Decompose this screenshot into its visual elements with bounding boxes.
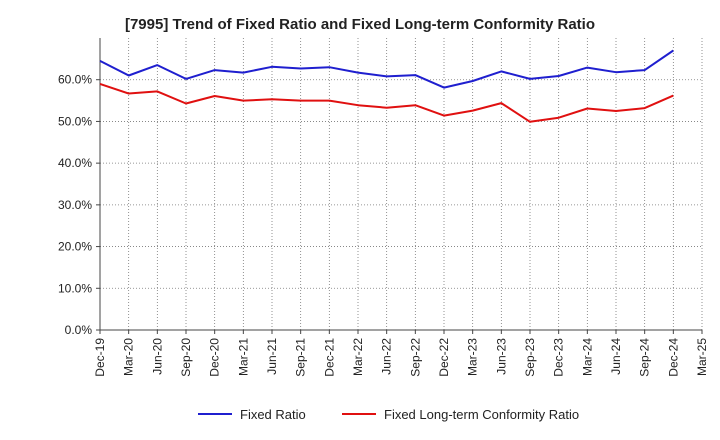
x-tick-label: Sep-21 xyxy=(294,338,308,377)
x-tick-label: Dec-21 xyxy=(322,338,336,377)
x-tick-label: Jun-23 xyxy=(494,338,508,375)
x-tick-label: Mar-20 xyxy=(122,338,136,376)
legend-label: Fixed Long-term Conformity Ratio xyxy=(384,407,579,422)
y-tick-label: 10.0% xyxy=(58,281,92,295)
x-tick-label: Mar-21 xyxy=(236,338,250,376)
series-line-fixed-long-term-conformity-ratio xyxy=(99,82,674,123)
x-tick-label: Dec-23 xyxy=(552,338,566,377)
x-tick-label: Jun-21 xyxy=(265,338,279,375)
x-tick-label: Dec-19 xyxy=(93,338,107,377)
series-line-fixed-ratio xyxy=(99,49,674,89)
x-tick-label: Sep-22 xyxy=(408,338,422,377)
x-tick-label: Jun-22 xyxy=(380,338,394,375)
x-tick-label: Mar-22 xyxy=(351,338,365,376)
x-tick-label: Mar-25 xyxy=(695,338,709,376)
y-tick-label: 30.0% xyxy=(58,198,92,212)
chart-title: [7995] Trend of Fixed Ratio and Fixed Lo… xyxy=(124,16,596,33)
y-tick-label: 40.0% xyxy=(58,156,92,170)
y-tick-label: 50.0% xyxy=(58,114,92,128)
x-tick-label: Sep-23 xyxy=(523,338,537,377)
legend-label: Fixed Ratio xyxy=(240,407,306,422)
y-tick-label: 60.0% xyxy=(58,73,92,87)
x-tick-label: Sep-24 xyxy=(638,338,652,377)
x-tick-label: Jun-24 xyxy=(609,338,623,375)
x-tick-label: Dec-22 xyxy=(437,338,451,377)
y-tick-label: 0.0% xyxy=(65,323,93,337)
y-tick-label: 20.0% xyxy=(58,240,92,254)
x-tick-label: Sep-20 xyxy=(179,338,193,377)
x-tick-label: Dec-24 xyxy=(666,338,680,377)
x-tick-label: Mar-24 xyxy=(580,338,594,376)
x-tick-label: Mar-23 xyxy=(466,338,480,376)
x-tick-label: Dec-20 xyxy=(208,338,222,377)
x-tick-label: Jun-20 xyxy=(150,338,164,375)
